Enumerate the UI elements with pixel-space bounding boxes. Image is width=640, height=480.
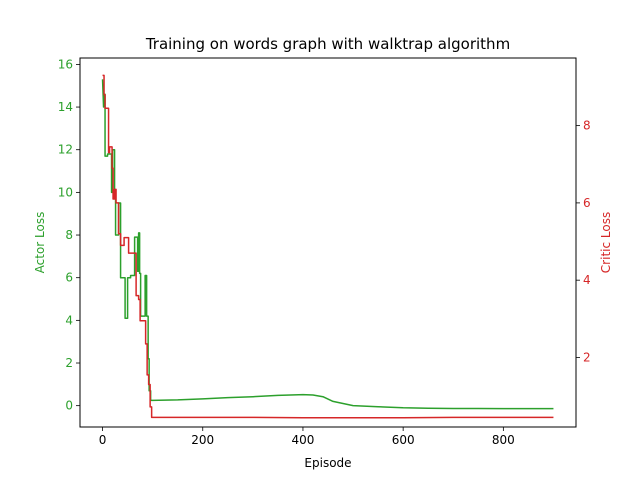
y-right-tick-label: 2 [583, 350, 591, 364]
y-right-tick-label: 6 [583, 196, 591, 210]
actor-loss-line [101, 79, 554, 410]
y-left-tick-label: 4 [65, 313, 73, 327]
y-left-tick-label: 10 [58, 185, 73, 199]
y-left-tick-label: 12 [58, 143, 73, 157]
y-right-tick-label: 4 [583, 273, 591, 287]
y-axis-left-label: Actor Loss [33, 212, 47, 274]
y-left-tick-label: 6 [65, 271, 73, 285]
y-left-tick-label: 2 [65, 356, 73, 370]
y-axis-left: 0 2 4 6 8 10 12 14 16 [58, 57, 80, 413]
series-layer [101, 74, 554, 419]
y-left-tick-label: 8 [65, 228, 73, 242]
x-tick-label: 800 [492, 433, 515, 447]
x-axis: 0 200 400 600 800 [99, 427, 515, 447]
x-tick-label: 0 [99, 433, 107, 447]
x-axis-label: Episode [304, 456, 351, 470]
chart-title: Training on words graph with walktrap al… [145, 35, 510, 53]
y-axis-right: 2 4 6 8 [576, 119, 591, 364]
critic-loss-line [102, 74, 554, 419]
x-tick-label: 400 [291, 433, 314, 447]
y-left-tick-label: 0 [65, 399, 73, 413]
x-tick-label: 600 [392, 433, 415, 447]
plot-frame [79, 57, 577, 428]
y-left-tick-label: 16 [58, 57, 73, 71]
y-axis-right-label: Critic Loss [599, 212, 613, 273]
x-tick-label: 200 [191, 433, 214, 447]
y-right-tick-label: 8 [583, 119, 591, 133]
y-left-tick-label: 14 [58, 100, 73, 114]
